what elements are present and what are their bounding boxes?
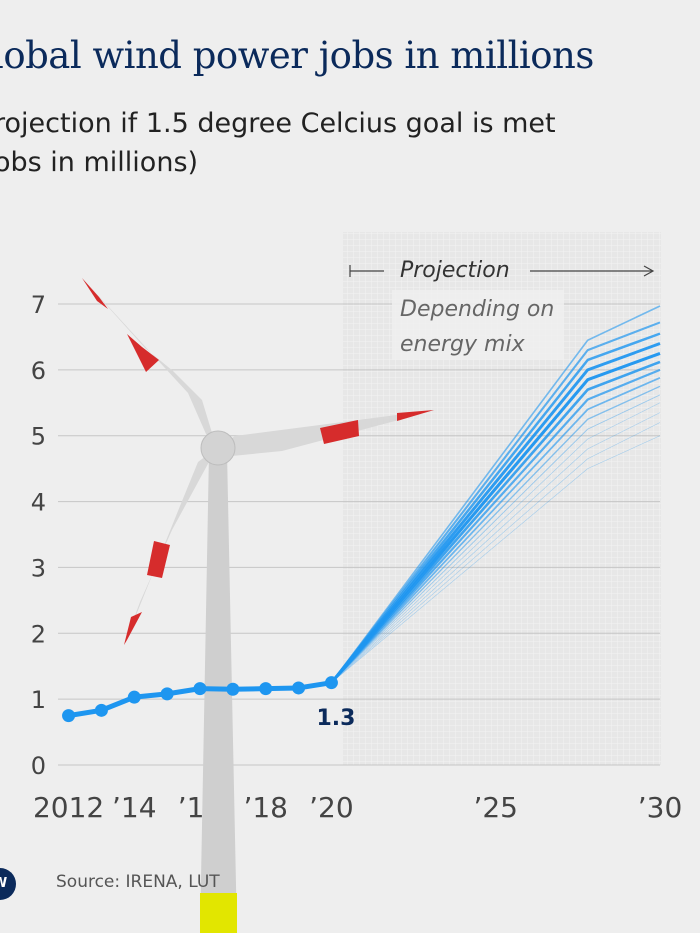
x-tick-label: ’18 (243, 791, 288, 824)
data-point-2013 (94, 703, 108, 717)
x-tick-label: 2012 (33, 791, 104, 824)
projection-line-1 (331, 435, 661, 683)
projection-line-9 (330, 360, 661, 684)
data-point-2016 (193, 682, 207, 696)
projection-line-5 (331, 394, 661, 683)
projection-line-10 (330, 351, 661, 684)
projection-note-line-1: Depending on (400, 297, 554, 322)
x-tick-label: ’25 (473, 791, 518, 824)
x-axis: 2012’14’16’18’20’25’30 (33, 791, 682, 824)
blade-upper-tip (82, 278, 108, 309)
projection-line-4 (331, 402, 661, 683)
projection-line-7 (330, 376, 661, 684)
projection-line-12 (330, 332, 661, 684)
projection-note-line-2: energy mix (400, 332, 526, 357)
data-point-2018 (259, 682, 273, 696)
subtitle-line-1: rojection if 1.5 degree Celcius goal is … (0, 108, 556, 139)
chart-title: lobal wind power jobs in millions (0, 34, 594, 77)
blade-lower-stripe (147, 541, 170, 578)
data-point-2020 (324, 676, 338, 690)
projection-line-6 (330, 385, 661, 684)
data-point-2017 (226, 682, 240, 696)
data-point-2014 (127, 690, 141, 704)
y-tick-label: 7 (31, 291, 46, 319)
data-point-2012 (62, 709, 76, 723)
projection-fan (330, 305, 661, 684)
y-tick-label: 2 (31, 620, 46, 648)
y-tick-label: 6 (31, 357, 46, 385)
y-tick-label: 0 (31, 752, 46, 780)
turbine-hub (200, 430, 236, 466)
projection-line-2 (331, 422, 661, 683)
projection-line-14 (330, 305, 661, 684)
projection-line-11 (330, 342, 661, 684)
turbine-tower (200, 452, 237, 933)
data-point-2015 (160, 687, 174, 701)
x-tick-label: ’14 (112, 791, 157, 824)
projection-line-3 (331, 412, 661, 683)
y-tick-label: 1 (31, 686, 46, 714)
projection-line-13 (330, 321, 661, 684)
projection-label: Projection (400, 258, 510, 283)
blade-upper-stripe (127, 334, 159, 372)
projection-line-8 (330, 368, 661, 684)
x-tick-label: ’20 (309, 791, 354, 824)
subtitle-line-2: obs in millions) (0, 147, 199, 178)
gridlines (58, 303, 660, 766)
blade-right-tip (397, 410, 434, 421)
x-tick-label: ’30 (638, 791, 683, 824)
data-point-2019 (292, 681, 306, 695)
blade-right-stripe (320, 420, 359, 444)
source-note: Source: IRENA, LUT (56, 872, 220, 892)
chart-subtitle: rojection if 1.5 degree Celcius goal is … (0, 104, 556, 182)
historical-series (62, 676, 338, 723)
wind-turbine-illustration (82, 278, 434, 933)
projection-header: Projection Depending on energy mix (349, 258, 655, 360)
y-tick-label: 5 (31, 423, 46, 451)
y-tick-label: 3 (31, 554, 46, 582)
y-axis: 0 1 2 3 4 5 6 7 (31, 291, 46, 780)
latest-value-label: 1.3 (317, 706, 356, 731)
y-tick-label: 4 (31, 489, 46, 517)
blade-lower-tip (124, 612, 142, 645)
turbine-tower-base (200, 893, 237, 933)
dw-logo: W (0, 868, 16, 900)
